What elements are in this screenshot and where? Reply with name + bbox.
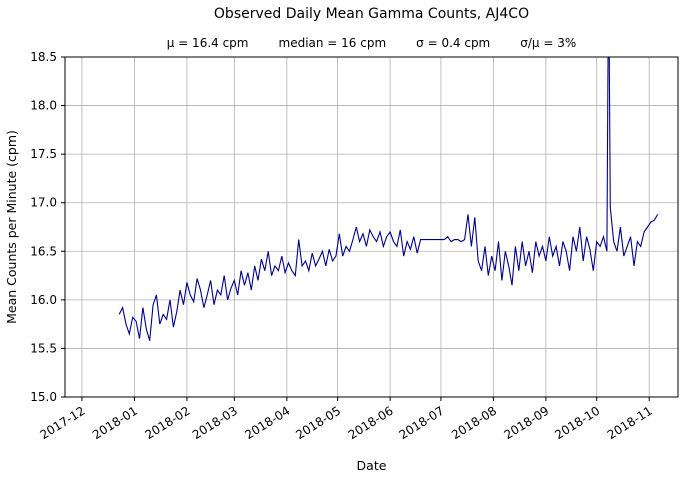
stat-mu: μ = 16.4 cpm [166, 36, 249, 50]
svg-text:2018-07: 2018-07 [397, 404, 447, 442]
svg-text:2018-09: 2018-09 [502, 404, 552, 442]
svg-text:17.0: 17.0 [30, 196, 57, 210]
stat-median: median = 16 cpm [278, 36, 387, 50]
stat-sigma-over-mu: σ/μ = 3% [520, 36, 577, 50]
svg-text:2018-02: 2018-02 [143, 404, 193, 442]
svg-text:2018-04: 2018-04 [242, 404, 292, 442]
svg-text:18.5: 18.5 [30, 50, 57, 64]
svg-text:16.5: 16.5 [30, 244, 57, 258]
svg-text:2018-11: 2018-11 [605, 404, 655, 442]
svg-text:Date: Date [357, 458, 387, 473]
svg-text:2018-05: 2018-05 [293, 404, 343, 442]
svg-text:15.0: 15.0 [30, 390, 57, 404]
svg-text:Mean Counts per Minute (cpm): Mean Counts per Minute (cpm) [4, 130, 19, 324]
svg-text:2017-12: 2017-12 [38, 404, 88, 442]
svg-text:2018-01: 2018-01 [90, 404, 140, 442]
svg-text:18.0: 18.0 [30, 99, 57, 113]
svg-text:2018-03: 2018-03 [190, 404, 240, 442]
svg-text:15.5: 15.5 [30, 341, 57, 355]
stat-sigma: σ = 0.4 cpm [416, 36, 491, 50]
svg-text:2018-10: 2018-10 [552, 404, 602, 442]
chart-title: Observed Daily Mean Gamma Counts, AJ4CO [213, 6, 530, 22]
svg-text:2018-08: 2018-08 [449, 404, 499, 442]
chart-subtitle: μ = 16.4 cpm median = 16 cpm σ = 0.4 cpm… [65, 36, 678, 50]
svg-text:2018-06: 2018-06 [346, 404, 396, 442]
svg-text:17.5: 17.5 [30, 147, 57, 161]
svg-text:16.0: 16.0 [30, 293, 57, 307]
